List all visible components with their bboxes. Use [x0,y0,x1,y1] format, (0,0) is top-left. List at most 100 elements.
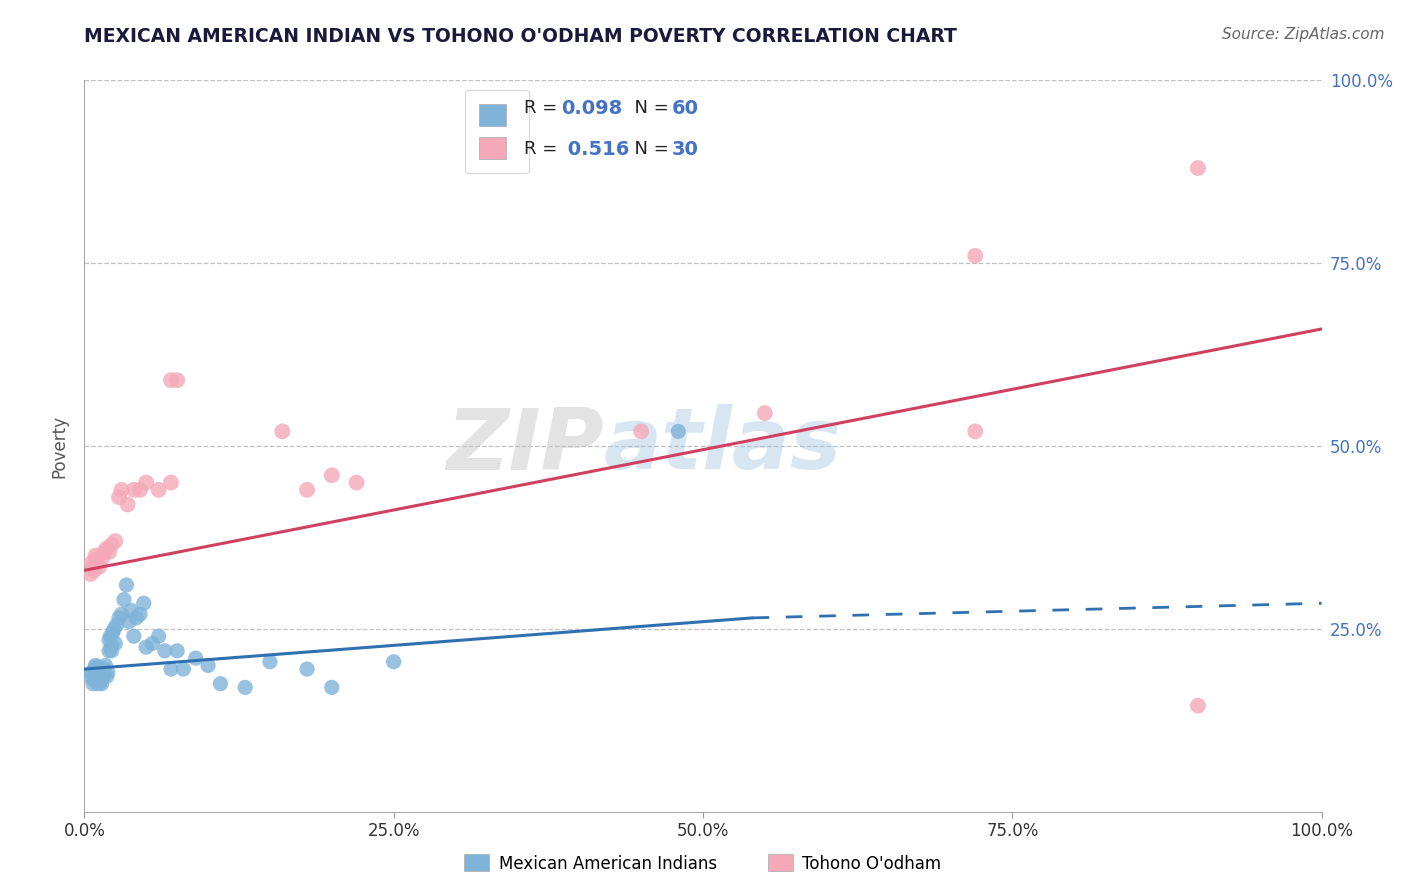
Point [120,603,142,617]
Point [82,559,104,574]
Point [98,644,121,658]
Text: R =: R = [523,140,562,158]
Point [160,373,183,387]
Point [122,483,145,497]
Point [83,563,105,577]
Point [91,669,114,683]
Point [135,640,157,655]
Point [80,665,103,680]
Point [166,644,188,658]
Point [233,681,256,695]
Point [90,552,112,566]
Text: ZIP: ZIP [446,404,605,488]
Text: N =: N = [623,99,673,117]
Text: 0.098: 0.098 [561,99,621,118]
Point [83,673,105,687]
Point [83,662,105,676]
Point [115,578,138,592]
Point [89,674,111,689]
Point [80,556,103,570]
Point [94,658,117,673]
Point [965,249,987,263]
Point [86,660,108,674]
Point [89,667,111,681]
Legend: , : , [465,90,530,173]
Point [110,607,132,622]
Point [1187,698,1209,713]
Point [90,676,112,690]
Point [82,676,104,690]
Point [259,655,281,669]
Point [132,596,155,610]
Point [117,498,139,512]
Point [148,483,170,497]
Point [101,625,124,640]
Point [1187,161,1209,175]
Point [184,651,207,665]
Text: MEXICAN AMERICAN INDIAN VS TOHONO O'ODHAM POVERTY CORRELATION CHART: MEXICAN AMERICAN INDIAN VS TOHONO O'ODHA… [84,27,957,45]
Point [321,468,343,483]
Point [86,674,108,689]
Point [160,662,183,676]
Point [135,475,157,490]
Point [153,644,176,658]
Point [87,676,110,690]
Point [98,632,121,647]
Point [118,615,141,629]
Text: Source: ZipAtlas.com: Source: ZipAtlas.com [1222,27,1385,42]
Point [108,490,131,504]
Point [79,669,101,683]
Point [321,681,343,695]
Point [129,483,152,497]
Point [87,672,110,686]
Point [100,638,122,652]
Point [295,483,318,497]
Point [110,483,132,497]
Point [160,475,183,490]
Point [630,425,652,439]
Point [98,545,121,559]
Text: N =: N = [623,140,673,158]
Point [965,425,987,439]
Point [93,662,115,676]
Point [96,669,118,683]
Point [103,622,125,636]
Point [346,475,368,490]
Point [90,672,112,686]
Point [97,665,120,680]
Point [100,538,122,552]
Point [666,425,689,439]
Point [122,629,145,643]
Text: 30: 30 [672,140,699,160]
Y-axis label: Poverty: Poverty [51,415,69,477]
Point [166,373,188,387]
Point [172,662,194,676]
Point [108,611,131,625]
Point [93,545,115,559]
Point [382,655,405,669]
Point [100,644,122,658]
Text: 60: 60 [672,99,699,118]
Point [112,592,135,607]
Point [84,669,107,683]
Point [93,667,115,681]
Point [197,658,219,673]
Point [91,665,114,679]
Point [754,406,776,420]
Point [141,636,163,650]
Point [79,567,101,582]
Point [84,658,107,673]
Point [86,552,108,566]
Point [89,662,111,676]
Legend: Mexican American Indians, Tohono O'odham: Mexican American Indians, Tohono O'odham [458,847,948,880]
Point [96,541,118,556]
Text: R =: R = [523,99,562,117]
Point [89,559,111,574]
Point [84,549,107,563]
Point [89,669,111,683]
Point [105,618,128,632]
Point [209,676,232,690]
Point [125,611,148,625]
Point [86,667,108,681]
Text: atlas: atlas [605,404,842,488]
